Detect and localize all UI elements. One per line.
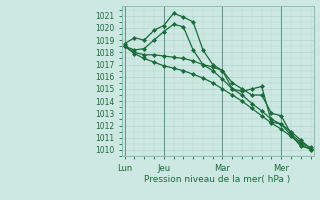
X-axis label: Pression niveau de la mer( hPa ): Pression niveau de la mer( hPa ) [144, 175, 291, 184]
